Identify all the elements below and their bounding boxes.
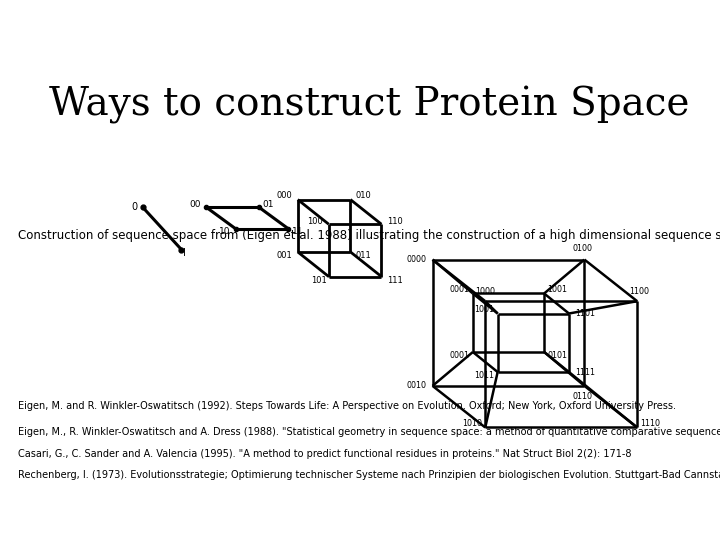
Text: Casari, G., C. Sander and A. Valencia (1995). "A method to predict functional re: Casari, G., C. Sander and A. Valencia (1… <box>18 449 631 460</box>
Text: 11: 11 <box>292 227 304 237</box>
Text: 0001: 0001 <box>450 352 469 360</box>
Text: 10: 10 <box>219 227 230 237</box>
Text: 1010: 1010 <box>462 419 482 428</box>
Text: I: I <box>183 248 186 259</box>
Text: Ways to construct Protein Space: Ways to construct Protein Space <box>49 86 689 124</box>
Text: 00: 00 <box>189 200 201 208</box>
Text: 1001: 1001 <box>547 285 567 294</box>
Text: Eigen, M. and R. Winkler-Oswatitsch (1992). Steps Towards Life: A Perspective on: Eigen, M. and R. Winkler-Oswatitsch (199… <box>18 401 676 411</box>
Text: 0100: 0100 <box>572 245 592 253</box>
Text: 011: 011 <box>356 251 372 260</box>
Text: 1000: 1000 <box>475 287 495 296</box>
Text: 0000: 0000 <box>406 255 426 264</box>
Text: 1101: 1101 <box>575 309 595 318</box>
Text: 1100: 1100 <box>629 287 649 296</box>
Text: 1001: 1001 <box>474 305 495 314</box>
Text: 0010: 0010 <box>406 381 426 390</box>
Text: 001: 001 <box>276 251 292 260</box>
Text: 0001: 0001 <box>450 285 469 294</box>
Text: 1110: 1110 <box>640 419 660 428</box>
Text: 110: 110 <box>387 217 402 226</box>
Text: 010: 010 <box>356 191 372 200</box>
Text: 101: 101 <box>310 276 326 285</box>
Text: Construction of sequence space from (Eigen et al. 1988) illustrating the constru: Construction of sequence space from (Eig… <box>18 230 720 242</box>
Text: 0101: 0101 <box>547 352 567 360</box>
Text: 100: 100 <box>307 217 323 226</box>
Text: Eigen, M., R. Winkler-Oswatitsch and A. Dress (1988). "Statistical geometry in s: Eigen, M., R. Winkler-Oswatitsch and A. … <box>18 427 720 437</box>
Text: Rechenberg, I. (1973). Evolutionsstrategie; Optimierung technischer Systeme nach: Rechenberg, I. (1973). Evolutionsstrateg… <box>18 470 720 480</box>
Text: 0110: 0110 <box>573 392 593 401</box>
Text: 000: 000 <box>276 191 292 200</box>
Text: 01: 01 <box>263 200 274 208</box>
Text: 1111: 1111 <box>575 368 595 376</box>
Text: 111: 111 <box>387 276 402 285</box>
Text: 0: 0 <box>131 202 138 212</box>
Text: 1011: 1011 <box>474 372 495 380</box>
